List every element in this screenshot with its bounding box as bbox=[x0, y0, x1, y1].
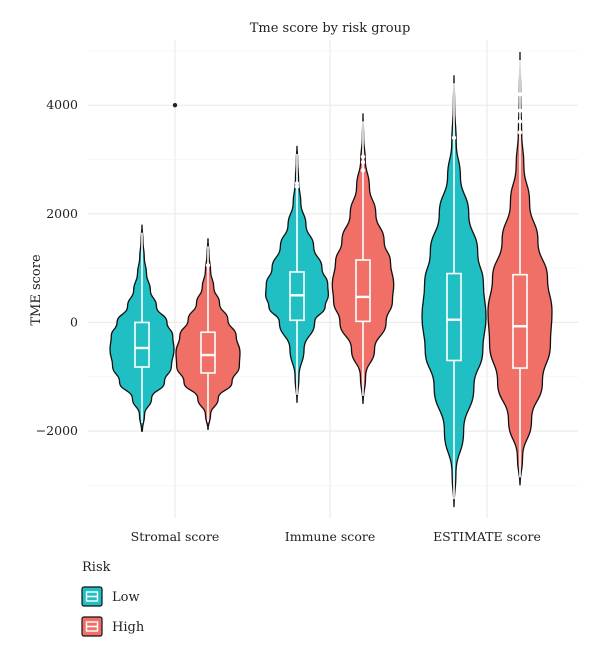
outlier-point bbox=[205, 263, 211, 268]
legend: Risk Low High bbox=[81, 560, 145, 637]
series-low bbox=[109, 75, 487, 508]
outlier-point bbox=[517, 119, 523, 124]
series-high bbox=[172, 51, 553, 486]
violin bbox=[264, 145, 330, 403]
y-axis-label: TME score bbox=[29, 254, 44, 326]
outlier-point bbox=[360, 160, 366, 165]
box bbox=[134, 321, 150, 368]
outlier-point bbox=[517, 108, 523, 113]
chart-title: Tme score by risk group bbox=[250, 21, 411, 36]
violin bbox=[109, 224, 175, 432]
y-tick-label: 4000 bbox=[46, 97, 78, 112]
x-axis: Stromal score Immune score ESTIMATE score bbox=[131, 529, 541, 544]
outlier-point bbox=[294, 181, 300, 186]
outlier-point bbox=[451, 135, 457, 140]
y-tick-label: 2000 bbox=[46, 206, 78, 221]
legend-label: Low bbox=[112, 590, 140, 605]
outlier-point bbox=[517, 130, 523, 135]
x-tick-label: Stromal score bbox=[131, 529, 220, 544]
legend-key-low: Low bbox=[81, 586, 140, 607]
outlier-point bbox=[360, 154, 366, 159]
y-tick-label: 0 bbox=[70, 314, 78, 329]
violin bbox=[421, 75, 487, 508]
x-tick-label: Immune score bbox=[285, 529, 375, 544]
x-tick-label: ESTIMATE score bbox=[433, 529, 541, 544]
outlier-point bbox=[172, 102, 178, 108]
box bbox=[200, 331, 216, 374]
outlier-point bbox=[294, 184, 300, 189]
box bbox=[355, 259, 371, 323]
violins-layer bbox=[109, 51, 553, 508]
outlier-point bbox=[517, 92, 523, 97]
legend-label: High bbox=[112, 620, 145, 635]
y-axis: −2000 0 2000 4000 bbox=[36, 97, 78, 438]
legend-key-high: High bbox=[81, 616, 145, 637]
legend-title: Risk bbox=[82, 560, 111, 575]
box bbox=[512, 273, 528, 369]
box bbox=[446, 272, 462, 362]
outlier-point bbox=[360, 168, 366, 173]
y-tick-label: −2000 bbox=[36, 423, 78, 438]
violin bbox=[175, 238, 241, 431]
